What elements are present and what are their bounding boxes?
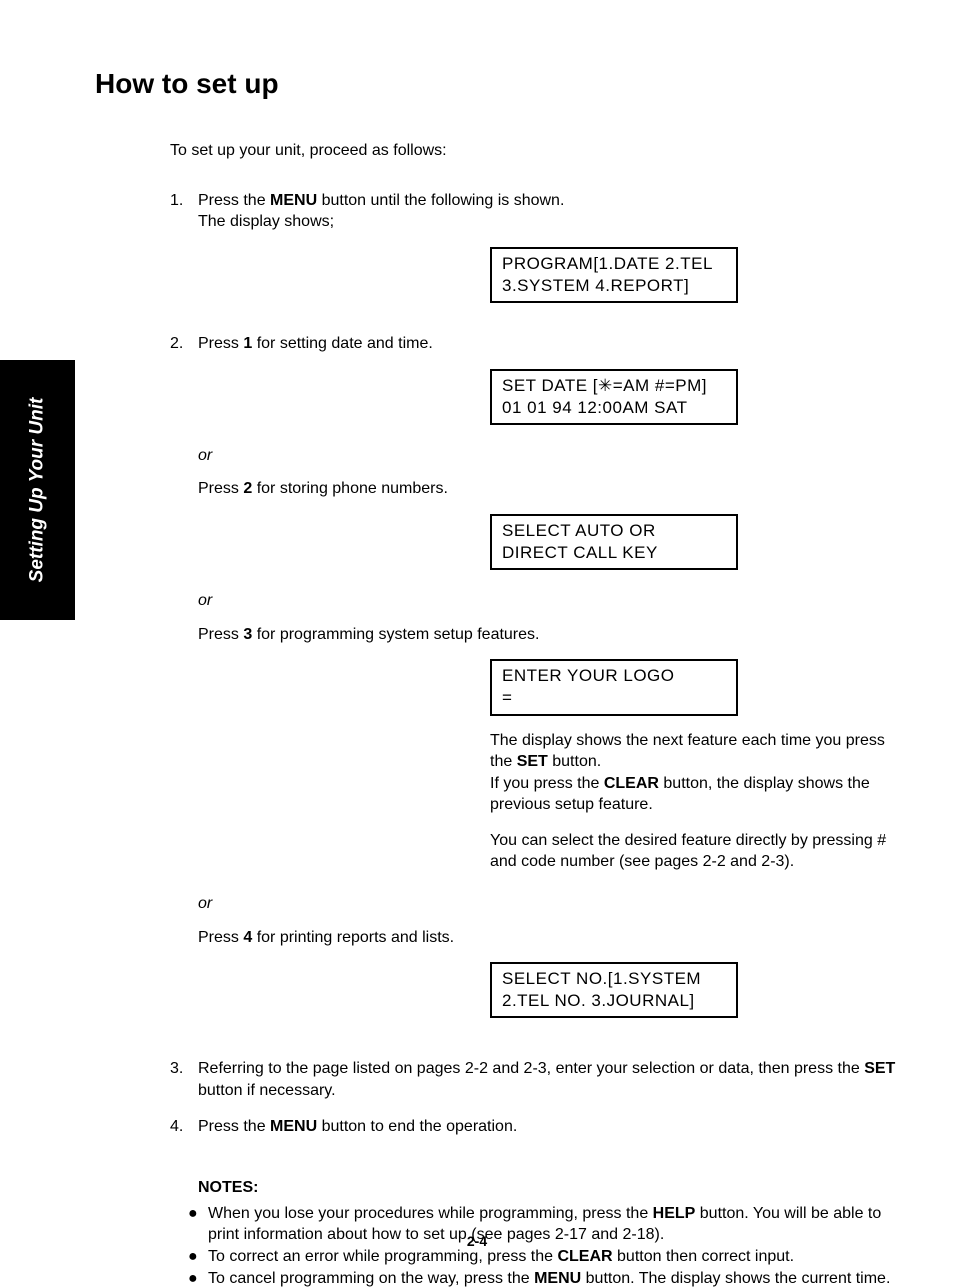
text: To cancel programming on the way, press … bbox=[208, 1270, 534, 1287]
display-3: SELECT AUTO OR DIRECT CALL KEY bbox=[490, 514, 738, 570]
step-3: 3. Referring to the page listed on pages… bbox=[170, 1058, 915, 1101]
text: button then correct input. bbox=[613, 1248, 794, 1265]
step-number: 3. bbox=[170, 1058, 198, 1101]
display-line: 3.SYSTEM 4.REPORT] bbox=[502, 276, 689, 295]
display-line: PROGRAM[1.DATE 2.TEL bbox=[502, 254, 713, 273]
text: You can select the desired feature direc… bbox=[490, 832, 886, 871]
step-2d: Press 4 for printing reports and lists. bbox=[198, 927, 915, 949]
note-3: ●To cancel programming on the way, press… bbox=[198, 1268, 915, 1287]
bold: 4 bbox=[243, 929, 252, 946]
page-title: How to set up bbox=[95, 68, 279, 100]
section-tab: Setting Up Your Unit bbox=[0, 360, 75, 620]
intro-text: To set up your unit, proceed as follows: bbox=[170, 140, 915, 162]
step-number: 1. bbox=[170, 190, 198, 233]
display-line: = bbox=[502, 688, 512, 707]
text: If you press the bbox=[490, 775, 604, 792]
text: Press bbox=[198, 929, 243, 946]
text: button if necessary. bbox=[198, 1082, 336, 1099]
bullet-icon: ● bbox=[198, 1268, 208, 1287]
text: button. bbox=[548, 753, 601, 770]
text: When you lose your procedures while prog… bbox=[208, 1205, 653, 1222]
section-tab-label: Setting Up Your Unit bbox=[27, 398, 49, 583]
bold: SET bbox=[864, 1060, 895, 1077]
step-body: Press the MENU button to end the operati… bbox=[198, 1116, 915, 1138]
text: Press the bbox=[198, 192, 270, 209]
display-5: SELECT NO.[1.SYSTEM 2.TEL NO. 3.JOURNAL] bbox=[490, 962, 738, 1018]
text: Press bbox=[198, 626, 243, 643]
text: button. The display shows the current ti… bbox=[581, 1270, 890, 1287]
step-4: 4. Press the MENU button to end the oper… bbox=[170, 1116, 915, 1138]
text: Referring to the page listed on pages 2-… bbox=[198, 1060, 864, 1077]
text: button to end the operation. bbox=[317, 1118, 517, 1135]
step-number: 2. bbox=[170, 333, 198, 355]
bold: CLEAR bbox=[557, 1248, 612, 1265]
step-body: Press the MENU button until the followin… bbox=[198, 190, 915, 233]
page: Setting Up Your Unit How to set up To se… bbox=[0, 0, 954, 1287]
text: Press the bbox=[198, 1118, 270, 1135]
or-text: or bbox=[198, 893, 915, 915]
or-text: or bbox=[198, 445, 915, 467]
display-line: 01 01 94 12:00AM SAT bbox=[502, 398, 687, 417]
step-body: Press 1 for setting date and time. bbox=[198, 333, 915, 355]
explain-1: The display shows the next feature each … bbox=[490, 730, 910, 816]
display-2-wrap: SET DATE [✳=AM #=PM] 01 01 94 12:00AM SA… bbox=[490, 369, 738, 425]
or-text: or bbox=[198, 590, 915, 612]
bold: MENU bbox=[270, 192, 317, 209]
step-2c: Press 3 for programming system setup fea… bbox=[198, 624, 915, 646]
step-1: 1. Press the MENU button until the follo… bbox=[170, 190, 915, 233]
step-body: Referring to the page listed on pages 2-… bbox=[198, 1058, 915, 1101]
text: for setting date and time. bbox=[252, 335, 433, 352]
bold: 2 bbox=[243, 480, 252, 497]
text: The display shows; bbox=[198, 213, 334, 230]
bold: 1 bbox=[243, 335, 252, 352]
display-line: ENTER YOUR LOGO bbox=[502, 666, 675, 685]
explain-2: You can select the desired feature direc… bbox=[490, 830, 910, 873]
display-4-wrap: ENTER YOUR LOGO = bbox=[490, 659, 738, 715]
display-4: ENTER YOUR LOGO = bbox=[490, 659, 738, 715]
bold: SET bbox=[517, 753, 548, 770]
step-2: 2. Press 1 for setting date and time. bbox=[170, 333, 915, 355]
notes-heading: NOTES: bbox=[198, 1177, 915, 1199]
display-line: 2.TEL NO. 3.JOURNAL] bbox=[502, 991, 695, 1010]
display-line: SELECT AUTO OR bbox=[502, 521, 656, 540]
display-3-wrap: SELECT AUTO OR DIRECT CALL KEY bbox=[490, 514, 738, 570]
display-5-wrap: SELECT NO.[1.SYSTEM 2.TEL NO. 3.JOURNAL] bbox=[490, 962, 738, 1018]
text: Press bbox=[198, 335, 243, 352]
bold: MENU bbox=[534, 1270, 581, 1287]
text: button until the following is shown. bbox=[317, 192, 564, 209]
display-1: PROGRAM[1.DATE 2.TEL 3.SYSTEM 4.REPORT] bbox=[490, 247, 738, 303]
bold: MENU bbox=[270, 1118, 317, 1135]
page-number: 2-4 bbox=[0, 1233, 954, 1249]
text: To correct an error while programming, p… bbox=[208, 1248, 557, 1265]
step-2b: Press 2 for storing phone numbers. bbox=[198, 478, 915, 500]
bullet-icon: ● bbox=[198, 1203, 208, 1225]
text: for storing phone numbers. bbox=[252, 480, 448, 497]
text: Press bbox=[198, 480, 243, 497]
note-2: ●To correct an error while programming, … bbox=[198, 1246, 915, 1268]
text: for printing reports and lists. bbox=[252, 929, 454, 946]
display-line: SET DATE [✳=AM #=PM] bbox=[502, 376, 707, 395]
display-line: SELECT NO.[1.SYSTEM bbox=[502, 969, 701, 988]
bold: 3 bbox=[243, 626, 252, 643]
display-2: SET DATE [✳=AM #=PM] 01 01 94 12:00AM SA… bbox=[490, 369, 738, 425]
display-line: DIRECT CALL KEY bbox=[502, 543, 658, 562]
content: To set up your unit, proceed as follows:… bbox=[170, 140, 915, 1287]
bold: CLEAR bbox=[604, 775, 659, 792]
bullet-icon: ● bbox=[198, 1246, 208, 1268]
step-number: 4. bbox=[170, 1116, 198, 1138]
bold: HELP bbox=[653, 1205, 696, 1222]
text: for programming system setup features. bbox=[252, 626, 539, 643]
display-1-wrap: PROGRAM[1.DATE 2.TEL 3.SYSTEM 4.REPORT] bbox=[490, 247, 738, 303]
